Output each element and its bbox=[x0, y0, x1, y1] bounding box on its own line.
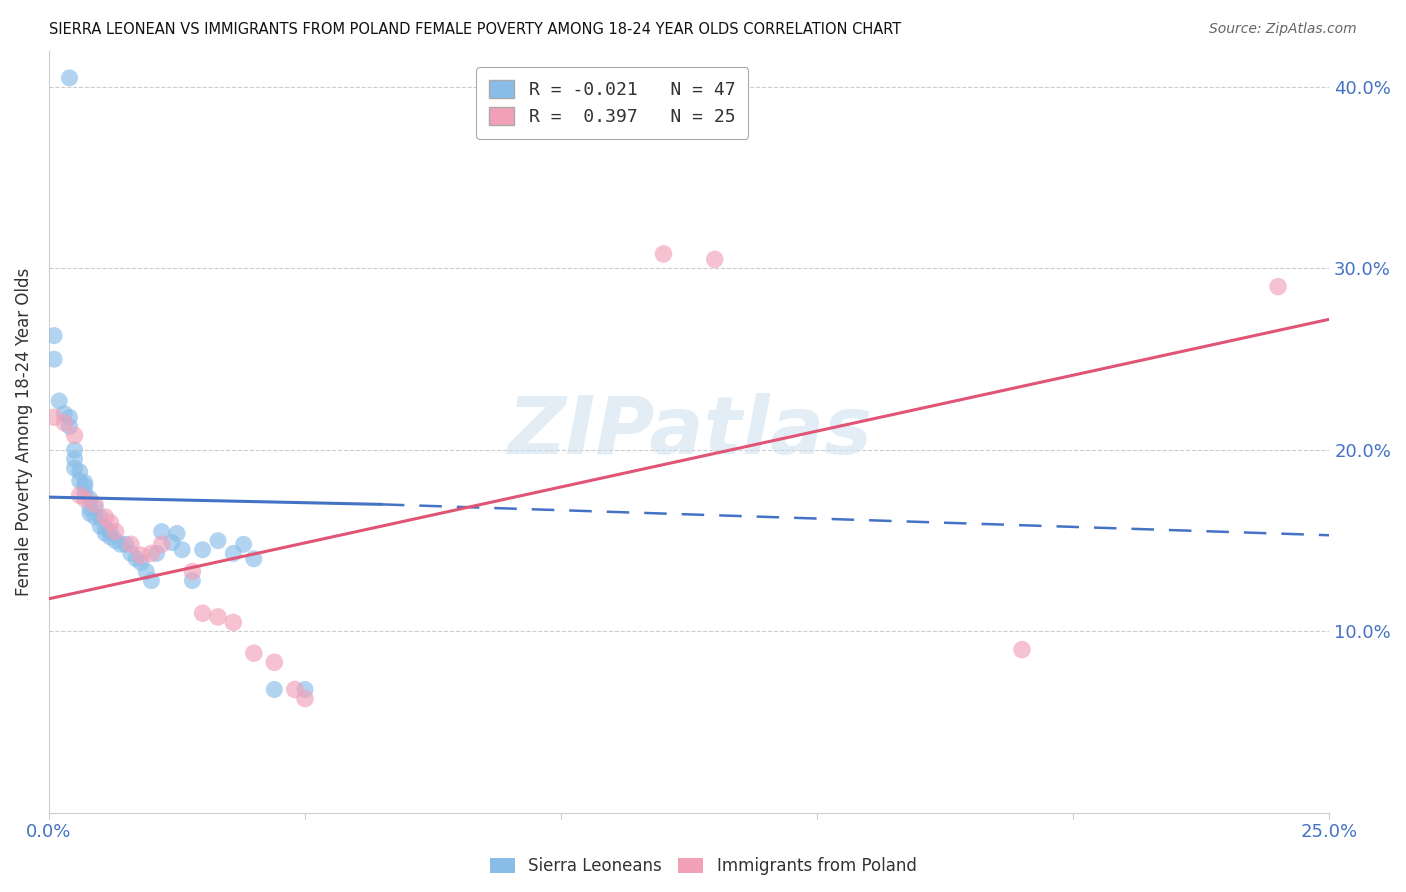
Point bbox=[1011, 642, 1033, 657]
Point bbox=[1267, 279, 1289, 293]
Point bbox=[145, 546, 167, 560]
Point bbox=[222, 546, 245, 560]
Point bbox=[79, 507, 101, 521]
Text: Source: ZipAtlas.com: Source: ZipAtlas.com bbox=[1209, 22, 1357, 37]
Point bbox=[181, 565, 204, 579]
Point bbox=[150, 537, 173, 551]
Point bbox=[294, 691, 316, 706]
Point bbox=[84, 497, 107, 511]
Point bbox=[129, 556, 152, 570]
Point bbox=[84, 510, 107, 524]
Point bbox=[243, 646, 266, 660]
Point bbox=[294, 682, 316, 697]
Point bbox=[94, 521, 117, 535]
Point bbox=[89, 519, 111, 533]
Point bbox=[284, 682, 307, 697]
Point bbox=[42, 328, 65, 343]
Point bbox=[73, 491, 96, 506]
Point bbox=[63, 461, 86, 475]
Point bbox=[232, 537, 254, 551]
Point bbox=[100, 524, 122, 539]
Point bbox=[69, 488, 91, 502]
Point bbox=[243, 551, 266, 566]
Point bbox=[79, 501, 101, 516]
Point bbox=[42, 410, 65, 425]
Point bbox=[89, 510, 111, 524]
Point bbox=[53, 416, 76, 430]
Text: ZIPatlas: ZIPatlas bbox=[506, 392, 872, 471]
Y-axis label: Female Poverty Among 18-24 Year Olds: Female Poverty Among 18-24 Year Olds bbox=[15, 268, 32, 596]
Point bbox=[135, 565, 157, 579]
Point bbox=[63, 428, 86, 442]
Point bbox=[110, 537, 132, 551]
Point bbox=[129, 548, 152, 562]
Point bbox=[263, 655, 285, 669]
Point bbox=[114, 537, 136, 551]
Point bbox=[100, 516, 122, 530]
Point bbox=[73, 479, 96, 493]
Point bbox=[141, 574, 163, 588]
Point bbox=[73, 486, 96, 500]
Point bbox=[263, 682, 285, 697]
Point bbox=[150, 524, 173, 539]
Point bbox=[42, 352, 65, 367]
Point bbox=[125, 551, 148, 566]
Point bbox=[58, 410, 80, 425]
Point bbox=[652, 247, 675, 261]
Point bbox=[100, 530, 122, 544]
Point bbox=[48, 393, 70, 408]
Point bbox=[120, 537, 142, 551]
Point bbox=[69, 465, 91, 479]
Point bbox=[181, 574, 204, 588]
Point bbox=[79, 491, 101, 506]
Point bbox=[222, 615, 245, 630]
Point bbox=[58, 419, 80, 434]
Point bbox=[120, 546, 142, 560]
Point bbox=[703, 252, 725, 267]
Point bbox=[58, 70, 80, 85]
Point bbox=[191, 542, 214, 557]
Point bbox=[207, 533, 229, 548]
Point bbox=[84, 501, 107, 516]
Point bbox=[63, 452, 86, 467]
Point bbox=[191, 607, 214, 621]
Point bbox=[104, 533, 127, 548]
Point bbox=[207, 610, 229, 624]
Point bbox=[73, 475, 96, 490]
Point bbox=[63, 442, 86, 457]
Legend: Sierra Leoneans, Immigrants from Poland: Sierra Leoneans, Immigrants from Poland bbox=[481, 849, 925, 884]
Point bbox=[160, 535, 183, 549]
Legend: R = -0.021   N = 47, R =  0.397   N = 25: R = -0.021 N = 47, R = 0.397 N = 25 bbox=[477, 67, 748, 138]
Point bbox=[94, 510, 117, 524]
Point bbox=[53, 407, 76, 421]
Point bbox=[69, 474, 91, 488]
Point bbox=[172, 542, 194, 557]
Text: SIERRA LEONEAN VS IMMIGRANTS FROM POLAND FEMALE POVERTY AMONG 18-24 YEAR OLDS CO: SIERRA LEONEAN VS IMMIGRANTS FROM POLAND… bbox=[49, 22, 901, 37]
Point bbox=[104, 524, 127, 539]
Point bbox=[94, 526, 117, 541]
Point bbox=[166, 526, 188, 541]
Point bbox=[141, 546, 163, 560]
